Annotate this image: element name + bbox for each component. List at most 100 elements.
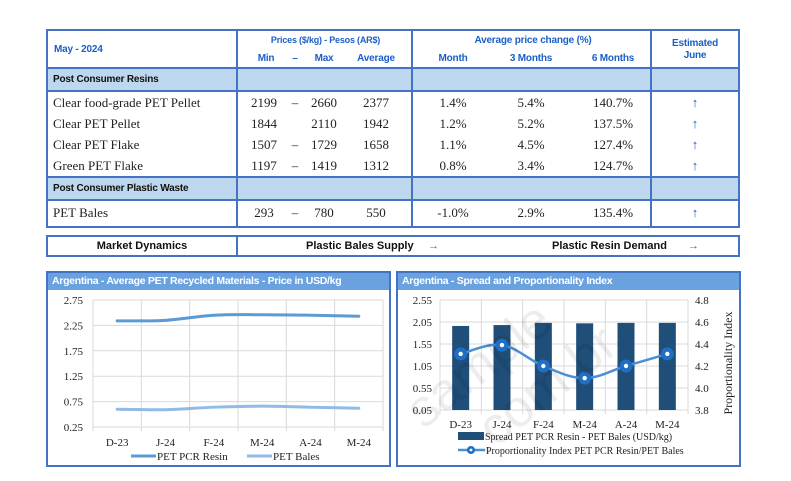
min-price: 293 (254, 205, 274, 220)
arrow-up-icon: ↑ (691, 95, 699, 110)
y-tick-label-right: 4.2 (695, 361, 709, 373)
range-dash: – (291, 158, 299, 173)
index-marker-center (541, 363, 546, 369)
y-tick-label: 1.75 (64, 346, 84, 358)
spread-bar (576, 323, 594, 410)
y-tick-label-left: 1.55 (413, 339, 433, 351)
product-name: PET Bales (53, 205, 109, 220)
section-title: Post Consumer Resins (53, 74, 159, 85)
price-line-chart-panel: Argentina - Average PET Recycled Materia… (46, 271, 391, 467)
chart-title: Argentina - Spread and Proportionality I… (398, 273, 739, 290)
max-price: 1729 (311, 137, 337, 152)
series-line-pet-pcr-resin (115, 313, 361, 323)
col-6months: 6 Months (591, 53, 635, 64)
legend-label: Proportionality Index PET PCR Resin/PET … (486, 446, 684, 457)
section-header-waste: Post Consumer Plastic Waste (48, 178, 738, 199)
arrow-up-icon: ↑ (691, 205, 699, 220)
legend-label: PET Bales (273, 451, 320, 463)
avg-price: 1658 (363, 137, 389, 152)
col-3months: 3 Months (509, 53, 553, 64)
change-header: Average price change (%) (474, 35, 592, 46)
legend-label: Spread PET PCR Resin - PET Bales (USD/kg… (485, 432, 672, 443)
spread-index-chart: 0.05 0.55 1.05 1.55 2.05 2.55 3.8 4.0 4.2 4.4 4.6 4… (413, 295, 735, 457)
min-price: 2199 (251, 95, 277, 110)
change-month: -1.0% (437, 205, 469, 220)
x-tick-label: J-24 (493, 419, 512, 431)
avg-price: 1312 (363, 158, 389, 173)
index-marker-center (582, 375, 587, 381)
y-tick-label-left: 2.55 (413, 295, 433, 307)
index-marker-center (458, 351, 463, 357)
product-name: Clear PET Flake (53, 137, 140, 152)
max-price: 1419 (311, 158, 337, 173)
x-tick-label: M-24 (250, 437, 275, 449)
col-min: Min (257, 53, 275, 64)
y-tick-label-right: 4.6 (695, 317, 709, 329)
product-name: Clear food-grade PET Pellet (53, 95, 201, 110)
estimated-line1: Estimated (672, 38, 718, 49)
price-line-chart: 0.25 0.75 1.25 1.75 2.25 2.75 D-23 J-24 F-24 M-24… (64, 295, 384, 463)
arrow-up-icon: ↑ (691, 158, 699, 173)
y-tick-label-left: 0.55 (413, 383, 433, 395)
change-3months: 3.4% (517, 158, 545, 173)
range-dash: – (291, 137, 299, 152)
index-marker-center (665, 351, 670, 357)
section-title: Post Consumer Plastic Waste (53, 183, 189, 194)
change-3months: 4.5% (517, 137, 545, 152)
price-table: May - 2024 Prices ($/kg) - Pesos (AR$) M… (46, 29, 740, 228)
resin-demand-label: Plastic Resin Demand (552, 240, 667, 252)
range-dash: – (291, 205, 299, 220)
min-price: 1844 (251, 116, 277, 131)
arrow-up-icon: ↑ (691, 137, 699, 152)
min-price: 1197 (251, 158, 277, 173)
series-line-pet-bales (115, 404, 361, 412)
y-tick-label: 0.75 (64, 397, 84, 409)
max-price: 2660 (311, 95, 337, 110)
estimated-line2: June (683, 50, 707, 61)
table-row: Clear food-grade PET Pellet 2199 – 2660 … (48, 92, 738, 113)
y-tick-label: 1.25 (64, 371, 84, 383)
x-tick-label: D-23 (449, 419, 472, 431)
legend-label: PET PCR Resin (157, 451, 228, 463)
arrow-right-icon: → (688, 240, 699, 252)
x-tick-label: M-24 (572, 419, 597, 431)
x-tick-label: F-24 (203, 437, 224, 449)
bales-supply-label: Plastic Bales Supply (306, 240, 414, 252)
arrow-up-icon: ↑ (691, 116, 699, 131)
chart-title: Argentina - Average PET Recycled Materia… (48, 273, 389, 290)
change-month: 1.1% (439, 137, 467, 152)
range-dash: – (291, 95, 299, 110)
y-tick-label: 2.25 (64, 320, 84, 332)
col-average: Average (357, 53, 395, 64)
index-marker-center (499, 342, 505, 348)
y-tick-label-right: 4.8 (695, 295, 709, 307)
y-tick-label: 2.75 (64, 295, 84, 307)
change-6months: 137.5% (592, 116, 634, 131)
change-3months: 5.2% (517, 116, 545, 131)
min-price: 1507 (251, 137, 277, 152)
section-header-resins: Post Consumer Resins (48, 69, 738, 90)
avg-price: 1942 (363, 116, 389, 131)
y-tick-label-right: 3.8 (695, 405, 709, 417)
spread-index-chart-panel: Argentina - Spread and Proportionality I… (396, 271, 741, 467)
y-tick-label-left: 2.05 (413, 317, 433, 329)
change-3months: 2.9% (517, 205, 545, 220)
change-6months: 135.4% (592, 205, 634, 220)
table-row: Green PET Flake 1197 – 1419 1312 0.8% 3.… (48, 155, 738, 176)
table-header: May - 2024 Prices ($/kg) - Pesos (AR$) M… (48, 31, 738, 68)
avg-price: 550 (366, 205, 386, 220)
change-6months: 124.7% (592, 158, 634, 173)
change-6months: 127.4% (592, 137, 634, 152)
product-name: Clear PET Pellet (53, 116, 141, 131)
change-month: 0.8% (439, 158, 467, 173)
legend-marker-center (469, 448, 473, 452)
x-tick-label: D-23 (106, 437, 129, 449)
product-name: Green PET Flake (53, 158, 144, 173)
legend-swatch (458, 432, 484, 440)
y-tick-label-left: 0.05 (413, 405, 433, 417)
table-row: PET Bales 293 – 780 550 -1.0% 2.9% 135.4… (48, 201, 738, 226)
col-max: Max (314, 53, 334, 64)
change-month: 1.2% (439, 116, 467, 131)
avg-price: 2377 (363, 95, 389, 110)
table-row: Clear PET Pellet 1844 2110 1942 1.2% 5.2… (48, 113, 738, 134)
